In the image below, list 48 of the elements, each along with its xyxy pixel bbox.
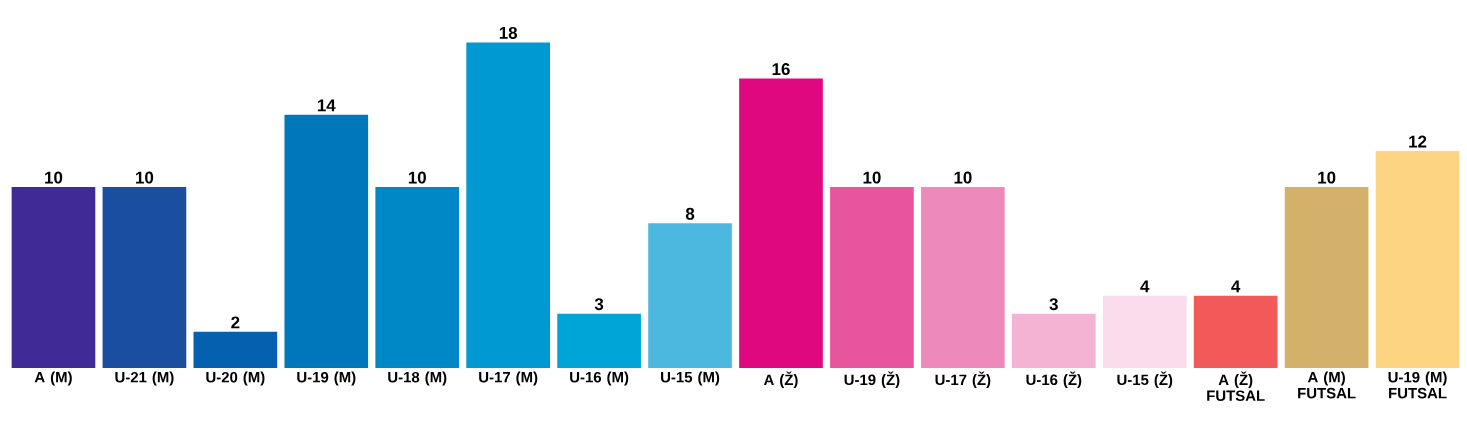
- bar: [648, 223, 732, 368]
- x-tick-label: U-17 (M): [479, 371, 538, 386]
- bar: [739, 78, 823, 368]
- data-label: 10: [954, 171, 972, 184]
- bar: [466, 42, 550, 368]
- x-tick-label: U-19 (Ž): [844, 371, 900, 388]
- data-label: 8: [685, 207, 695, 220]
- bar: [375, 187, 460, 368]
- bar: [830, 187, 914, 368]
- data-label: 10: [1318, 171, 1336, 184]
- x-tick-label: U-15 (M): [661, 371, 720, 386]
- bar: [1284, 187, 1369, 368]
- data-label: 16: [772, 63, 790, 76]
- bar: [1102, 295, 1187, 368]
- x-tick-label: U-16 (Ž): [1026, 371, 1082, 388]
- bar: [1375, 150, 1460, 368]
- x-tick-label: U-21 (M): [115, 371, 174, 386]
- data-label: 3: [594, 298, 604, 311]
- bar: [102, 187, 187, 368]
- x-tick-label: A (Ž): [763, 371, 798, 388]
- data-label: 10: [45, 171, 63, 184]
- data-label: 10: [863, 171, 881, 184]
- x-tick-label: U-15 (Ž): [1117, 371, 1173, 388]
- bar: [1193, 295, 1278, 368]
- data-label: 2: [231, 316, 240, 329]
- x-tick-label: U-19 (M): [297, 371, 356, 386]
- x-tick-label: A (Ž) FUTSAL: [1207, 371, 1265, 401]
- x-tick-label: A (M): [34, 371, 72, 386]
- bar: [11, 187, 96, 368]
- bar: [557, 313, 641, 368]
- bar: [284, 114, 369, 368]
- x-tick-label: A (M) FUTSAL: [1298, 371, 1356, 399]
- x-tick-label: U-17 (Ž): [935, 371, 991, 388]
- bar: [921, 187, 1005, 368]
- data-label: 10: [136, 171, 154, 184]
- data-label: 14: [317, 99, 336, 112]
- data-label: 4: [1140, 280, 1150, 293]
- x-tick-label: U-19 (M) FUTSAL: [1388, 371, 1447, 399]
- bar: [193, 331, 278, 368]
- data-label: 12: [1409, 135, 1427, 148]
- x-tick-label: U-18 (M): [388, 371, 447, 386]
- x-tick-label: U-16 (M): [570, 371, 629, 386]
- data-label: 4: [1231, 280, 1241, 293]
- x-tick-label: U-20 (M): [206, 371, 265, 386]
- bar: [1011, 313, 1096, 368]
- data-label: 18: [499, 26, 518, 39]
- data-label: 10: [408, 171, 426, 184]
- data-label: 3: [1049, 298, 1058, 311]
